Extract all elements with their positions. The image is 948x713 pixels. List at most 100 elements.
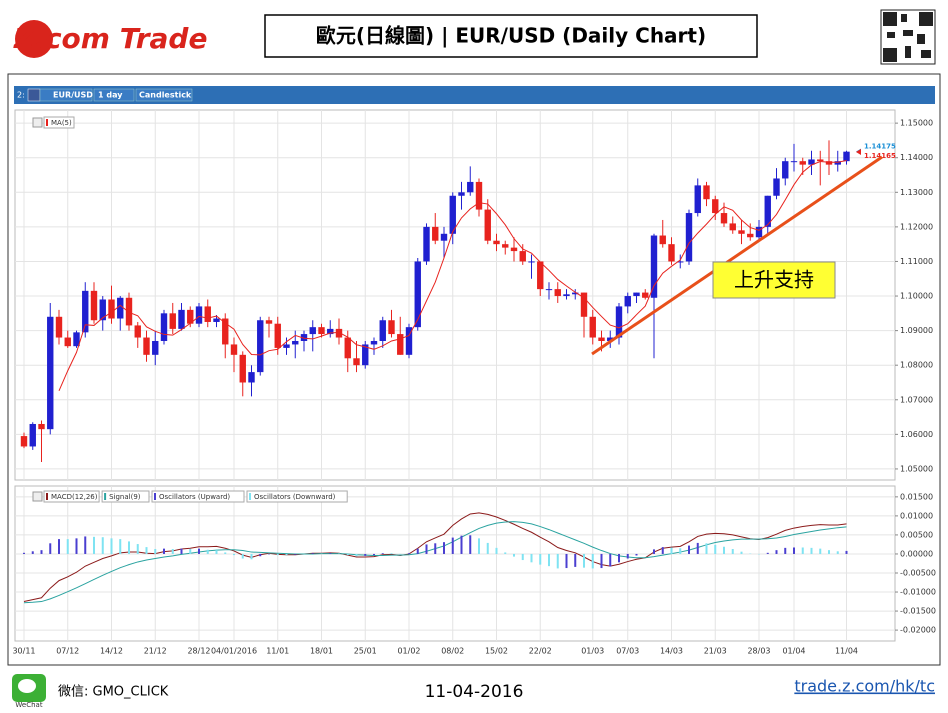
- interval-button[interactable]: [93, 88, 135, 102]
- histogram-bar: [845, 550, 848, 554]
- histogram-bar: [198, 548, 200, 554]
- toolbar-panel: 2:: [17, 91, 25, 100]
- histogram-bar: [294, 553, 297, 555]
- x-tick-label: 21/12: [144, 647, 167, 656]
- candle-body: [668, 244, 675, 262]
- histogram-bar: [775, 550, 778, 554]
- histogram-bar: [285, 553, 288, 556]
- histogram-bar: [224, 552, 227, 554]
- y-tick-label: 1.06000: [900, 430, 933, 439]
- candle-body: [230, 344, 238, 355]
- x-tick-label: 01/04: [782, 647, 805, 656]
- histogram-bar: [688, 545, 690, 554]
- symbol-button[interactable]: [39, 88, 93, 102]
- histogram-bar: [696, 542, 699, 554]
- title-box: [264, 14, 758, 58]
- histogram-bar: [539, 553, 542, 565]
- annotation: 上升支持: [734, 268, 814, 292]
- histogram-bar: [93, 536, 95, 554]
- candle-body: [29, 423, 36, 447]
- histogram-bar: [670, 547, 673, 554]
- x-tick-label: 08/02: [441, 647, 464, 656]
- candle-body: [248, 372, 255, 383]
- candle-body: [160, 313, 168, 341]
- line: [23, 512, 847, 603]
- support-line: [591, 155, 883, 356]
- histogram-bar: [810, 547, 813, 554]
- histogram-bar: [346, 553, 349, 556]
- candle-body: [738, 230, 745, 234]
- legend-swatch: [249, 493, 251, 500]
- flag-icon: [27, 88, 41, 102]
- candle-body: [729, 223, 736, 231]
- candle-body: [379, 320, 386, 341]
- histogram-bar: [241, 553, 244, 559]
- candle-body: [659, 235, 666, 245]
- histogram-bar: [171, 549, 174, 554]
- histogram-bar: [600, 553, 603, 569]
- legend-label: Oscillators (Upward): [159, 493, 230, 501]
- y-tick-label: 1.10000: [900, 292, 933, 301]
- candle-body: [309, 327, 316, 335]
- candle-body: [239, 354, 246, 383]
- candle-body: [257, 320, 264, 373]
- histogram-bar: [163, 548, 165, 554]
- histogram-bar: [23, 552, 25, 554]
- x-tick-label: 28/12: [187, 647, 210, 656]
- y-tick-label: 1.05000: [900, 464, 933, 473]
- legend-label: MACD(12,26): [51, 493, 98, 501]
- website-link[interactable]: trade.z.com/hk/tc: [794, 677, 935, 696]
- histogram-bar: [819, 548, 822, 554]
- candle-body: [388, 320, 395, 335]
- histogram-bar: [215, 550, 218, 554]
- candle-body: [624, 296, 631, 307]
- y-tick-label: 1.12000: [900, 222, 933, 231]
- histogram-bar: [390, 553, 393, 554]
- candle-body: [353, 358, 360, 366]
- contact: 微信: GMO_CLICK: [58, 685, 169, 700]
- candle-body: [642, 292, 649, 298]
- histogram-bar: [801, 547, 804, 554]
- histogram-bar: [355, 553, 358, 557]
- candle-body: [344, 337, 351, 359]
- candle-body: [440, 233, 448, 241]
- wechat-label: WeChat: [15, 701, 42, 709]
- histogram-bar: [443, 542, 445, 554]
- legend-label: MA(5): [51, 119, 72, 127]
- histogram-bar: [364, 553, 367, 556]
- style-button[interactable]: [135, 88, 193, 102]
- candle-body: [397, 334, 404, 355]
- histogram-bar: [75, 538, 78, 554]
- candle-body: [90, 290, 98, 321]
- candle-body: [808, 159, 815, 165]
- candle-body: [335, 328, 343, 338]
- candle-body: [99, 299, 106, 321]
- histogram-bar: [723, 546, 725, 554]
- legend-swatch: [46, 493, 48, 500]
- histogram-bar: [408, 553, 410, 554]
- page-title: 歐元(日線圖) | EUR/USD (Daily Chart): [316, 24, 706, 48]
- candle-body: [545, 289, 553, 291]
- histogram-bar: [521, 553, 524, 561]
- histogram-bar: [311, 553, 314, 554]
- histogram-bar: [66, 539, 69, 554]
- x-tick-label: 11/04: [835, 647, 858, 656]
- y-tick-label: 1.15000: [900, 119, 933, 128]
- candle-body: [300, 334, 308, 341]
- histogram-bar: [661, 547, 664, 554]
- y-tick-label: -0.01000: [900, 588, 936, 597]
- histogram-bar: [101, 537, 104, 554]
- histogram-bar: [486, 542, 489, 554]
- legend-button: [32, 117, 43, 128]
- histogram-bar: [180, 548, 183, 554]
- candle-body: [843, 151, 850, 162]
- y-tick-label: -0.02000: [900, 626, 936, 635]
- candle-body: [405, 327, 413, 355]
- histogram-bar: [110, 538, 113, 554]
- date: 11-04-2016: [425, 682, 524, 702]
- y-tick-label: -0.01500: [900, 607, 936, 616]
- candle-body: [414, 261, 421, 328]
- candle-body: [502, 244, 509, 248]
- histogram-bar: [626, 553, 629, 559]
- candle-body: [685, 213, 693, 262]
